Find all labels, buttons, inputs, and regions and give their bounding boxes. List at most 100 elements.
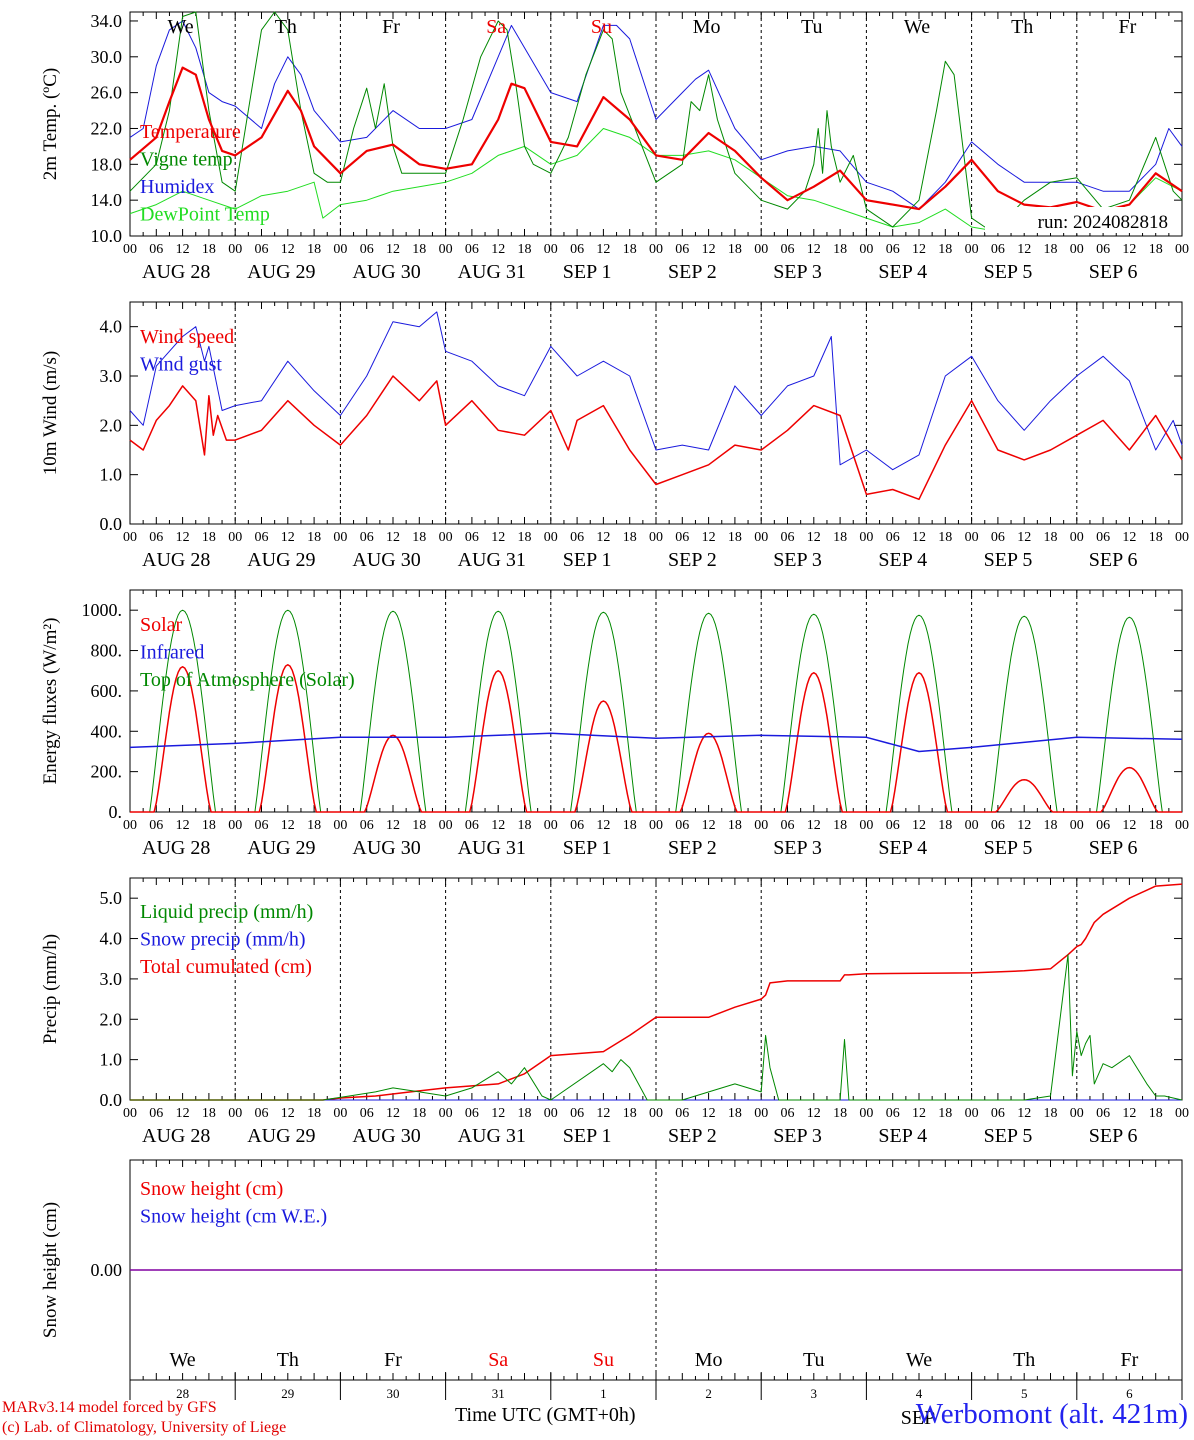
temperature-hour-tick-label: 06	[255, 242, 269, 257]
precip-hour-tick-label: 12	[702, 1106, 716, 1121]
precip-hour-tick-label: 12	[912, 1106, 926, 1121]
temperature-weekday-label: We	[904, 16, 930, 38]
snow-legend-snow-height-cm-w-e-: Snow height (cm W.E.)	[140, 1206, 327, 1228]
temperature-hour-tick-label: 12	[702, 242, 716, 257]
temperature-date-label: SEP 5	[984, 261, 1033, 283]
wind-hour-tick-label: 18	[412, 530, 426, 545]
wind-hour-tick-label: 06	[570, 530, 584, 545]
wind-hour-tick-label: 18	[1044, 530, 1058, 545]
energy-hour-tick-label: 00	[333, 818, 347, 833]
wind-ytick-label: 0.0	[100, 514, 123, 534]
energy-hour-tick-label: 00	[965, 818, 979, 833]
precip-hour-tick-label: 18	[938, 1106, 952, 1121]
energy-date-label: SEP 4	[878, 837, 927, 859]
wind-hour-tick-label: 18	[938, 530, 952, 545]
precip-hour-tick-label: 06	[255, 1106, 269, 1121]
temperature-date-label: SEP 3	[773, 261, 822, 283]
temperature-legend-humidex: Humidex	[140, 176, 214, 198]
snow-day-number: 4	[916, 1386, 923, 1401]
wind-date-label: SEP 2	[668, 549, 717, 571]
precip-hour-tick-label: 12	[491, 1106, 505, 1121]
precip-hour-tick-label: 12	[596, 1106, 610, 1121]
precip-date-label: SEP 3	[773, 1125, 822, 1147]
temperature-hour-tick-label: 18	[518, 242, 532, 257]
temperature-hour-tick-label: 12	[491, 242, 505, 257]
precip-legend-total-cumulated-cm-: Total cumulated (cm)	[140, 956, 312, 978]
temperature-hour-tick-label: 12	[176, 242, 190, 257]
wind-hour-tick-label: 12	[1017, 530, 1031, 545]
energy-hour-tick-label: 12	[912, 818, 926, 833]
snow-day-number: 30	[387, 1386, 400, 1401]
temperature-weekday-label: Tu	[801, 16, 823, 38]
temperature-hour-tick-label: 06	[991, 242, 1005, 257]
energy-date-label: SEP 1	[563, 837, 612, 859]
energy-hour-tick-label: 06	[465, 818, 479, 833]
energy-hour-tick-label: 00	[123, 818, 137, 833]
precip-hour-tick-label: 18	[1044, 1106, 1058, 1121]
wind-hour-tick-label: 00	[544, 530, 558, 545]
temperature-hour-tick-label: 18	[728, 242, 742, 257]
temperature-legend-vigne-temp: Vigne temp	[140, 149, 233, 171]
precip-hour-tick-label: 06	[675, 1106, 689, 1121]
temperature-hour-tick-label: 06	[465, 242, 479, 257]
temperature-date-label: AUG 31	[458, 261, 526, 283]
temperature-date-label: AUG 30	[352, 261, 420, 283]
energy-hour-tick-label: 00	[649, 818, 663, 833]
precip-ytick-label: 0.0	[100, 1090, 123, 1110]
model-credit: MARv3.14 model forced by GFS	[2, 1399, 217, 1416]
temperature-hour-tick-label: 18	[307, 242, 321, 257]
snow-day-number: 5	[1021, 1386, 1028, 1401]
temperature-hour-tick-label: 00	[333, 242, 347, 257]
wind-hour-tick-label: 12	[176, 530, 190, 545]
precip-hour-tick-label: 18	[412, 1106, 426, 1121]
wind-line-wind-speed	[129, 375, 1183, 501]
energy-ytick-label: 0.	[109, 802, 123, 822]
wind-hour-tick-label: 06	[675, 530, 689, 545]
wind-hour-tick-label: 18	[623, 530, 637, 545]
wind-date-label: SEP 6	[1089, 549, 1138, 571]
precip-ytick-label: 5.0	[100, 888, 123, 908]
wind-date-label: SEP 1	[563, 549, 612, 571]
temperature-hour-tick-label: 00	[123, 242, 137, 257]
precip-hour-tick-label: 18	[728, 1106, 742, 1121]
copyright-credit: (c) Lab. of Climatology, University of L…	[2, 1419, 287, 1436]
precip-legend-snow-precip-mm-h-: Snow precip (mm/h)	[140, 929, 306, 951]
temperature-date-label: SEP 6	[1089, 261, 1138, 283]
wind-hour-tick-label: 12	[386, 530, 400, 545]
precip-date-label: AUG 30	[352, 1125, 420, 1147]
wind-date-label: SEP 5	[984, 549, 1033, 571]
snow-weekday-label: We	[906, 1349, 932, 1371]
temperature-ytick-label: 14.0	[91, 190, 123, 210]
energy-hour-tick-label: 00	[1070, 818, 1084, 833]
temperature-weekday-label: Sa	[486, 16, 506, 38]
snow-weekday-label: We	[170, 1349, 196, 1371]
precip-hour-tick-label: 06	[886, 1106, 900, 1121]
energy-hour-tick-label: 18	[728, 818, 742, 833]
snow-weekday-label: Th	[277, 1349, 299, 1371]
wind-hour-tick-label: 18	[202, 530, 216, 545]
temperature-ytick-label: 10.0	[91, 226, 123, 246]
temperature-weekday-label: We	[168, 16, 194, 38]
wind-date-label: AUG 30	[352, 549, 420, 571]
energy-ylabel: Energy fluxes (W/m²)	[40, 618, 61, 785]
wind-hour-tick-label: 12	[1122, 530, 1136, 545]
energy-axes	[129, 589, 1183, 813]
temperature-weekday-label: Su	[591, 16, 612, 38]
snow-weekday-label: Mo	[695, 1349, 723, 1371]
energy-hour-tick-label: 00	[859, 818, 873, 833]
snow-day-number: 2	[705, 1386, 712, 1401]
temperature-hour-tick-label: 18	[623, 242, 637, 257]
energy-hour-tick-label: 12	[281, 818, 295, 833]
energy-date-label: SEP 2	[668, 837, 717, 859]
temperature-hour-tick-label: 12	[596, 242, 610, 257]
energy-hour-tick-label: 12	[176, 818, 190, 833]
snow-day-number: 1	[600, 1386, 607, 1401]
temperature-hour-tick-label: 00	[439, 242, 453, 257]
precip-line-liquid-precip-mm-h-	[130, 954, 1183, 1101]
energy-hour-tick-label: 12	[702, 818, 716, 833]
precip-hour-tick-label: 12	[807, 1106, 821, 1121]
snow-day-number: 28	[176, 1386, 189, 1401]
energy-date-label: AUG 31	[458, 837, 526, 859]
precip-ytick-label: 3.0	[100, 969, 123, 989]
